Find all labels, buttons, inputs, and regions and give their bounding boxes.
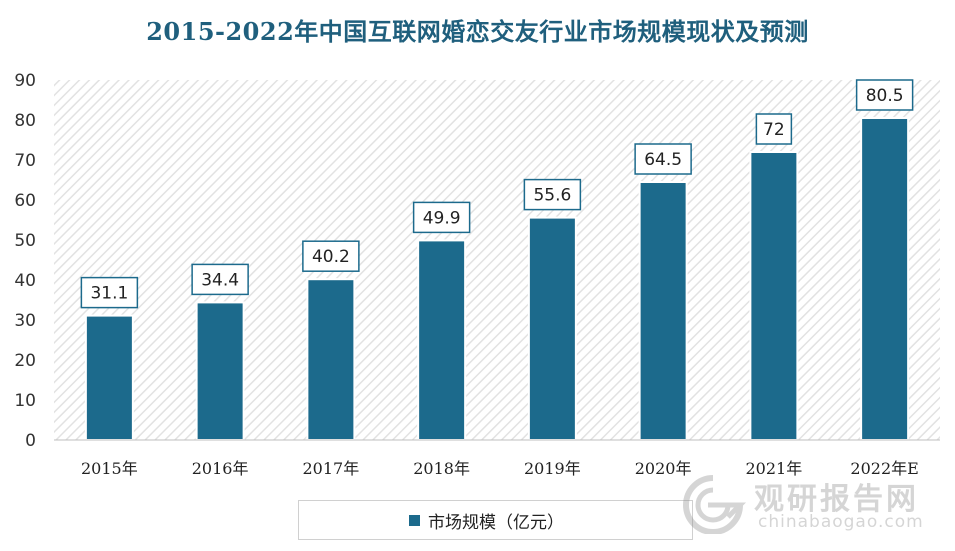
data-label: 40.2 <box>312 247 350 267</box>
data-label: 72 <box>763 120 785 140</box>
watermark-logo-icon <box>683 475 747 534</box>
y-tick-label: 50 <box>14 231 36 251</box>
x-tick-label: 2016年 <box>192 459 249 478</box>
y-tick-label: 80 <box>14 111 36 131</box>
y-tick-label: 0 <box>25 431 36 451</box>
data-label-box <box>80 276 139 309</box>
watermark-text-cn: 观研报告网 <box>754 482 919 517</box>
bar <box>638 181 688 441</box>
watermark: 观研报告网 chinabaogao.com <box>678 470 950 542</box>
data-label: 34.4 <box>201 270 239 290</box>
data-label: 31.1 <box>90 284 128 304</box>
data-labels: 31.1 34.4 40.2 49.9 55.6 64.5 72 80.5 <box>80 79 914 309</box>
bar <box>860 117 910 441</box>
watermark-text-en: chinabaogao.com <box>758 512 924 532</box>
data-label: 55.6 <box>533 186 571 206</box>
bar <box>749 151 799 441</box>
x-tick-label: 2019年 <box>524 459 581 478</box>
data-label-box <box>755 113 793 145</box>
data-label: 64.5 <box>644 150 682 170</box>
data-label-box <box>855 79 914 111</box>
x-tick-label: 2022年E <box>850 459 918 478</box>
data-label: 80.5 <box>866 86 904 106</box>
x-tick-label: 2018年 <box>413 459 470 478</box>
bar <box>527 216 577 441</box>
data-label-box <box>302 240 360 272</box>
y-tick-label: 40 <box>14 271 36 291</box>
x-tick-label: 2015年 <box>81 459 138 478</box>
x-tick-label: 2017年 <box>303 459 360 478</box>
legend: 市场规模（亿元） <box>298 500 693 540</box>
bars <box>84 117 910 442</box>
data-label-box <box>634 143 692 175</box>
plot-background <box>54 80 940 440</box>
bar <box>306 278 356 442</box>
data-label-box <box>191 263 249 296</box>
legend-label: 市场规模（亿元） <box>428 513 564 533</box>
y-tick-label: 90 <box>14 71 36 91</box>
chart-title: 2015-2022年中国互联网婚恋交友行业市场规模现状及预测 <box>146 17 809 46</box>
y-tick-label: 60 <box>14 191 36 211</box>
data-label: 49.9 <box>423 208 461 228</box>
y-tick-label: 30 <box>14 311 36 331</box>
bar <box>417 239 467 441</box>
y-axis: 0 10 20 30 40 50 60 70 80 90 <box>14 71 36 451</box>
data-label-box <box>412 201 471 234</box>
y-tick-label: 20 <box>14 351 36 371</box>
x-axis: 2015年 2016年 2017年 2018年 2019年 2020年 2021年 2022年… <box>81 459 919 478</box>
y-tick-label: 10 <box>14 391 36 411</box>
data-label-box <box>523 178 582 211</box>
x-tick-label: 2020年 <box>635 459 692 478</box>
bar <box>195 301 245 441</box>
x-tick-label: 2021年 <box>746 459 803 478</box>
y-tick-label: 70 <box>14 151 36 171</box>
legend-swatch <box>409 515 420 526</box>
bar <box>84 314 134 442</box>
